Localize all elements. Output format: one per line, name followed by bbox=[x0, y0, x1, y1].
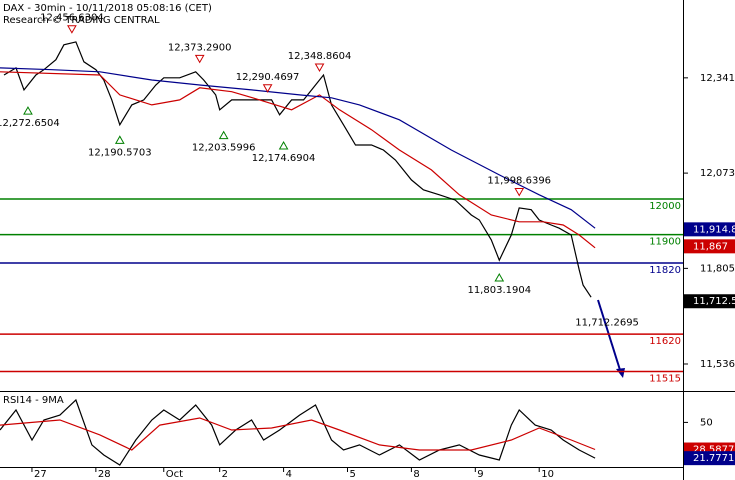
x-tick-label: 27 bbox=[34, 469, 47, 480]
peak-marker bbox=[314, 63, 325, 73]
peak-marker bbox=[67, 25, 77, 34]
peak-marker bbox=[194, 54, 205, 64]
annotation-label: 12,203.5996 bbox=[192, 143, 256, 154]
series-line bbox=[0, 398, 596, 466]
arrow-head bbox=[616, 368, 625, 378]
annotation-label: 12,190.5703 bbox=[88, 147, 152, 158]
annotation-label: 12,174.6904 bbox=[252, 153, 316, 164]
annotation-label: 11,803.1904 bbox=[467, 285, 531, 296]
series-line bbox=[3, 41, 592, 298]
x-tick-label: 4 bbox=[286, 469, 292, 480]
annotation-label: 12,290.4697 bbox=[236, 72, 300, 83]
y-tick-label: 50 bbox=[700, 417, 713, 428]
x-tick-label: Oct bbox=[166, 469, 183, 480]
level-label: 11620 bbox=[649, 336, 681, 347]
annotation-label: 11,998.6396 bbox=[487, 176, 551, 187]
level-label: 11900 bbox=[649, 237, 681, 248]
x-tick-label: 9 bbox=[477, 469, 483, 480]
projection-arrow bbox=[597, 299, 621, 371]
price-tag-label: 28.5877 bbox=[693, 445, 734, 456]
annotation-label: 12,272.6504 bbox=[0, 118, 60, 129]
price-tag-label: 11,712.5 bbox=[693, 296, 735, 307]
series-line bbox=[0, 417, 596, 451]
trough-marker bbox=[494, 273, 505, 282]
x-tick-label: 28 bbox=[98, 469, 111, 480]
annotation-label: 12,456.6304 bbox=[40, 13, 104, 24]
peak-marker bbox=[262, 84, 273, 93]
chart-subtitle: Research © TRADING CENTRAL bbox=[3, 15, 160, 26]
price-tag bbox=[684, 451, 735, 466]
price-tag bbox=[684, 239, 735, 254]
x-tick-label: 8 bbox=[413, 469, 419, 480]
series-line bbox=[0, 71, 596, 249]
price-tag bbox=[684, 294, 735, 309]
trough-marker bbox=[23, 106, 33, 115]
price-tag-label: 21.7771 bbox=[693, 453, 734, 464]
series-line bbox=[0, 67, 596, 229]
annotation-label: 12,373.2900 bbox=[168, 42, 232, 53]
rsi-title: RSI14 - 9MA bbox=[3, 395, 64, 406]
trough-marker bbox=[114, 135, 125, 144]
level-label: 12000 bbox=[649, 201, 681, 212]
chart-title: DAX - 30min - 10/11/2018 05:08:16 (CET) bbox=[3, 3, 212, 14]
y-tick-label: 12,073 bbox=[700, 168, 735, 179]
y-tick-label: 11,805 bbox=[700, 263, 735, 274]
price-tag-label: 11,914.8 bbox=[693, 224, 735, 235]
annotation-label: 12,348.8604 bbox=[288, 51, 352, 62]
x-tick-label: 5 bbox=[349, 469, 355, 480]
y-tick-label: 12,341 bbox=[700, 73, 735, 84]
trough-marker bbox=[278, 140, 289, 150]
price-tag bbox=[684, 222, 735, 237]
y-tick-label: 11,536 bbox=[700, 359, 735, 370]
x-tick-label: 2 bbox=[222, 469, 228, 480]
trough-marker bbox=[218, 130, 229, 140]
price-tag-label: 11,867 bbox=[693, 241, 728, 252]
level-label: 11820 bbox=[649, 265, 681, 276]
x-tick-label: 10 bbox=[541, 469, 554, 480]
annotation-label: 11,712.2695 bbox=[575, 317, 639, 328]
level-label: 11515 bbox=[649, 373, 681, 384]
peak-marker bbox=[514, 188, 525, 197]
